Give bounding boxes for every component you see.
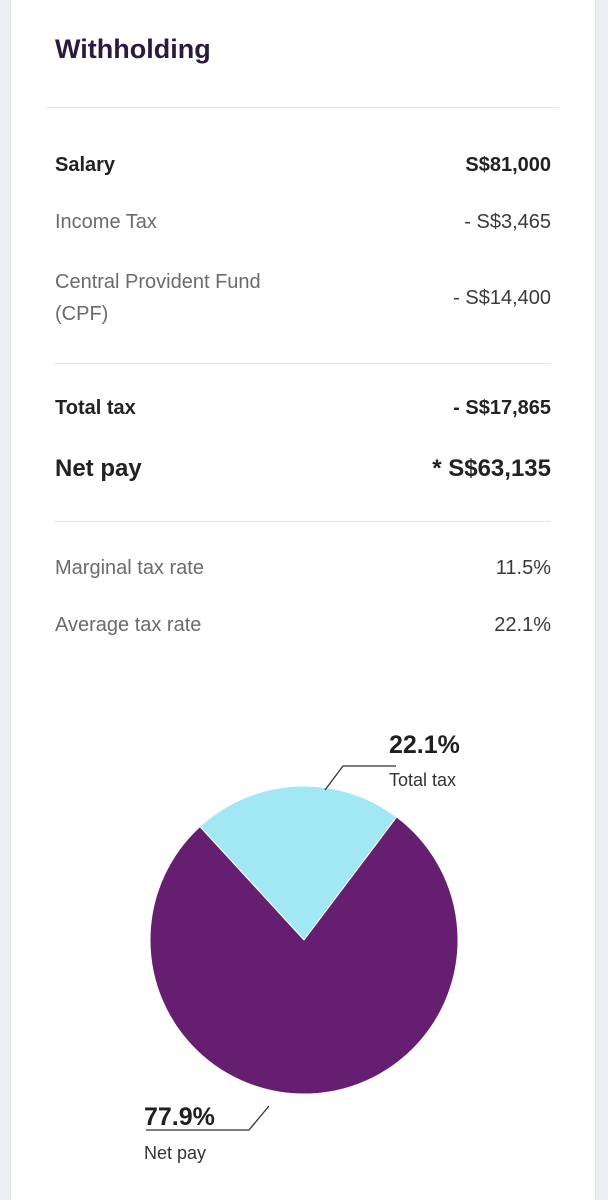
total-tax-slice-label: Total tax [389, 770, 456, 790]
marginal-rate-row: Marginal tax rate 11.5% [55, 557, 551, 580]
total-tax-percent-label: 22.1% [389, 731, 460, 759]
net-pay-value: * S$63,135 [432, 455, 551, 482]
net-pay-label: Net pay [55, 455, 142, 482]
salary-label: Salary [55, 154, 116, 176]
rates-divider [55, 521, 551, 522]
total-tax-value: - S$17,865 [453, 397, 551, 419]
total-tax-leader-line [324, 765, 396, 791]
cpf-value: - S$14,400 [453, 286, 551, 309]
pie-slice-net-pay [149, 816, 459, 1095]
net-pay-slice-label: Net pay [144, 1143, 206, 1163]
income-tax-value: - S$3,465 [464, 211, 551, 233]
header-divider [47, 107, 559, 108]
summary-divider [55, 363, 551, 364]
total-tax-row: Total tax - S$17,865 [55, 397, 551, 420]
pie-slice-total-tax [199, 785, 398, 941]
average-rate-label: Average tax rate [55, 614, 202, 636]
cpf-label: Central Provident Fund (CPF) [55, 266, 261, 330]
average-rate-value: 22.1% [494, 614, 551, 636]
cpf-row: Central Provident Fund (CPF) - S$14,400 [55, 266, 551, 330]
pie-chart-container: 22.1% Total tax 77.9% Net pay [11, 700, 597, 1180]
average-rate-row: Average tax rate 22.1% [55, 614, 551, 637]
cpf-label-line1: Central Provident Fund [55, 271, 261, 293]
net-pay-percent-label: 77.9% [144, 1103, 215, 1131]
cpf-label-line2: (CPF) [55, 303, 109, 325]
card-title: Withholding [55, 34, 211, 64]
marginal-rate-label: Marginal tax rate [55, 557, 204, 579]
salary-value: S$81,000 [465, 154, 551, 176]
income-tax-row: Income Tax - S$3,465 [55, 211, 551, 234]
pie-slices [149, 785, 459, 1095]
marginal-rate-value: 11.5% [495, 557, 551, 579]
pie-chart: 22.1% Total tax 77.9% Net pay [144, 731, 460, 1163]
salary-row: Salary S$81,000 [55, 154, 551, 177]
net-pay-leader-line [146, 1105, 270, 1131]
income-tax-label: Income Tax [55, 211, 157, 233]
total-tax-label: Total tax [55, 397, 136, 419]
withholding-card: Withholding Salary S$81,000 Income Tax -… [10, 0, 596, 1200]
net-pay-row: Net pay * S$63,135 [55, 455, 551, 483]
